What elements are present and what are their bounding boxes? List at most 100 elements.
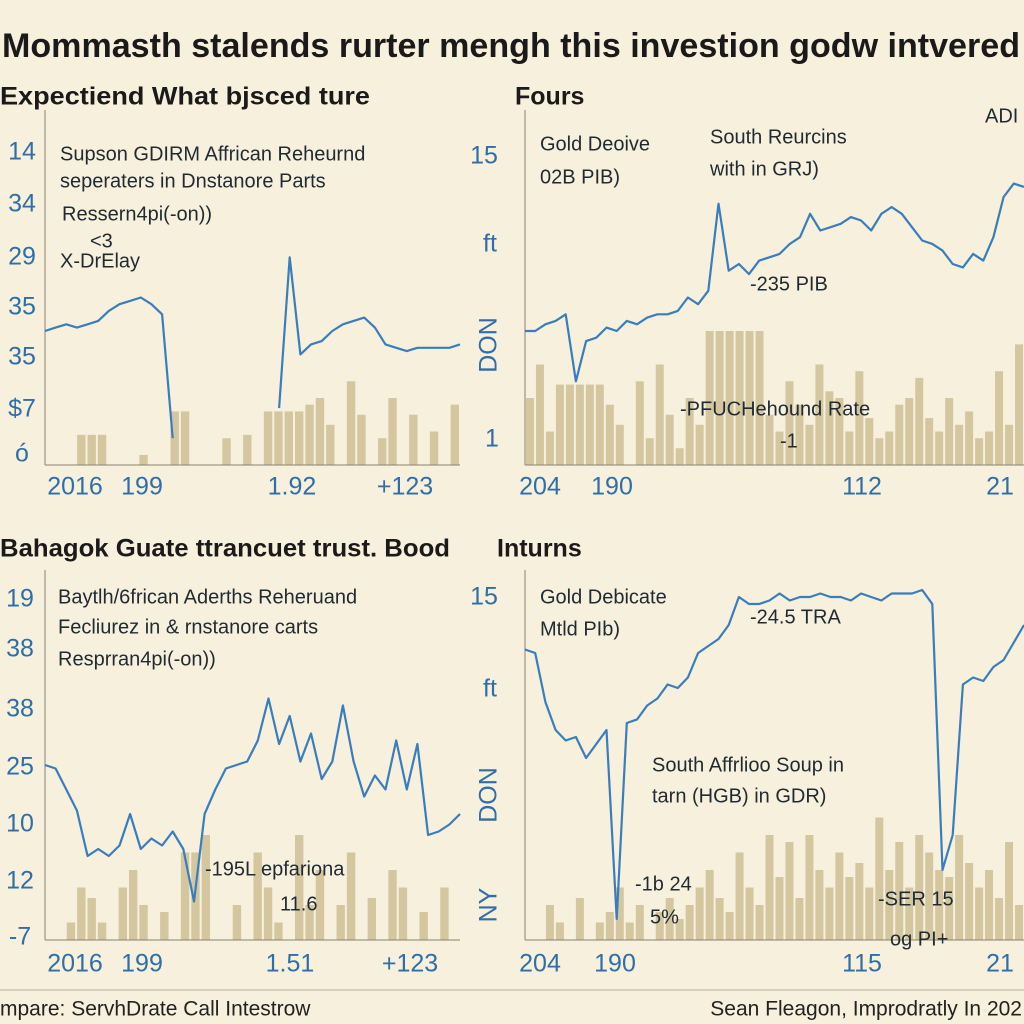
bar — [284, 411, 293, 465]
bar — [985, 870, 994, 940]
x-tick-label: 190 — [594, 950, 636, 978]
bar — [398, 887, 408, 940]
annotation: -235 PIB — [750, 273, 828, 295]
bar — [715, 331, 724, 465]
bar — [160, 912, 169, 940]
bar — [925, 852, 934, 940]
bar — [865, 418, 874, 465]
bar — [87, 898, 96, 940]
annotation: -24.5 TRA — [750, 606, 841, 628]
bar — [935, 870, 944, 940]
bar — [97, 434, 107, 465]
bar — [985, 431, 994, 465]
annotation: Baytlh/6frican Aderths Reheruand — [58, 586, 357, 608]
bar — [885, 431, 894, 465]
bar — [605, 404, 614, 465]
bar — [855, 863, 864, 940]
line-series — [278, 256, 461, 409]
bar — [263, 887, 273, 940]
bar — [346, 852, 356, 940]
y-tick-label: $7 — [8, 395, 36, 423]
x-tick-label: +123 — [377, 473, 433, 501]
bar — [615, 887, 624, 940]
bar — [535, 364, 544, 465]
bar — [665, 898, 674, 940]
bar — [274, 411, 283, 465]
bar — [295, 411, 304, 465]
bar — [895, 404, 904, 465]
bar — [735, 331, 744, 465]
bar — [805, 835, 814, 940]
bar — [685, 398, 694, 465]
bar — [975, 438, 984, 465]
bar — [170, 411, 179, 465]
bar — [935, 431, 944, 465]
bar — [845, 877, 854, 940]
bar — [575, 898, 584, 940]
bar — [965, 411, 974, 465]
panel: Fours Gold Deoive 02B PIB) South Reurcins wi… — [470, 83, 1024, 501]
y-tick-label: ó — [15, 440, 29, 468]
bar — [785, 842, 794, 940]
bar — [795, 404, 804, 465]
bar — [835, 852, 844, 940]
bar — [357, 414, 366, 465]
footer-left: mpare: ServhDrate Call Intestrow — [0, 998, 311, 1021]
annotation: Ressern4pi(-on)) — [62, 203, 212, 225]
bar — [263, 411, 273, 465]
y-tick-label: -7 — [9, 923, 31, 951]
panel: Bahagok Guate ttrancuet trust. Bood Baytl… — [0, 535, 461, 978]
bar — [955, 835, 964, 940]
bar — [865, 887, 874, 940]
bar — [735, 852, 744, 940]
annotation: Gold Deoive — [540, 133, 650, 155]
bar — [875, 438, 884, 465]
bar — [180, 411, 190, 465]
bar — [326, 424, 335, 465]
bar — [895, 842, 904, 940]
bar — [755, 905, 764, 940]
y-tick-label: 10 — [6, 810, 34, 838]
bar — [605, 912, 614, 940]
bar — [875, 817, 884, 940]
bar — [139, 454, 148, 465]
y-tick-label: 19 — [6, 585, 34, 613]
bar — [695, 424, 704, 465]
bar — [315, 398, 325, 465]
y-tick-label: 35 — [8, 293, 36, 321]
panel-title: Inturns — [497, 535, 582, 563]
annotation: 11.6 — [280, 893, 317, 915]
bar — [805, 424, 814, 465]
bar — [201, 835, 210, 940]
annotation: South Reurcins — [710, 126, 847, 148]
bar — [665, 414, 674, 465]
bar — [1015, 344, 1023, 465]
bar — [595, 384, 604, 465]
x-tick-label: 1.92 — [268, 473, 317, 501]
bar — [77, 434, 86, 465]
bar — [1005, 842, 1014, 940]
annotation: -1b 24 — [635, 873, 692, 895]
x-tick-label: 190 — [591, 473, 633, 501]
x-tick-label: +123 — [382, 950, 438, 978]
y-tick-label: NY — [475, 887, 503, 922]
bar — [305, 404, 314, 465]
annotation: Supson GDIRM Affrican Reheurnd — [60, 143, 365, 165]
bar — [695, 887, 704, 940]
annotation: with in GRJ) — [709, 158, 819, 180]
annotation: -1 — [780, 430, 798, 452]
bar — [615, 424, 624, 465]
bar — [705, 870, 714, 940]
bar — [705, 331, 714, 465]
bar — [526, 398, 534, 465]
panel-title: Fours — [515, 83, 584, 111]
bar — [845, 431, 854, 465]
bar — [745, 331, 754, 465]
panel: Inturns Gold Debicate Mtld PIb) -24.5 TRA So… — [470, 535, 1024, 978]
bar — [585, 384, 594, 465]
chart-title: Mommasth stalends rurter mengh this inve… — [2, 27, 1020, 65]
bar — [77, 887, 86, 940]
bar — [129, 870, 138, 940]
bar — [755, 331, 764, 465]
annotation: -SER 15 — [878, 888, 954, 910]
